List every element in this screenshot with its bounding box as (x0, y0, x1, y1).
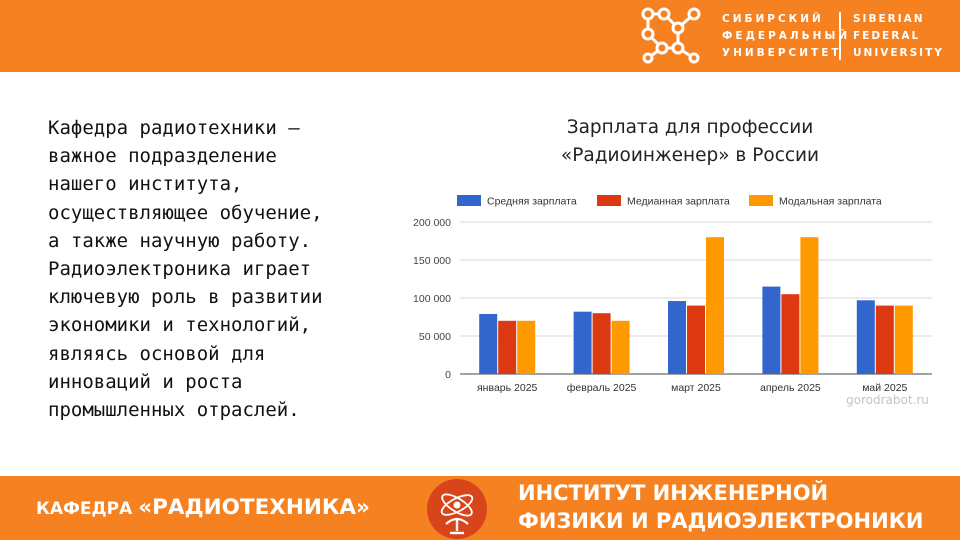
bar (479, 313, 498, 374)
radio-antenna-emblem-icon (427, 479, 487, 539)
university-divider (839, 12, 841, 60)
y-tick-label: 100 000 (413, 293, 451, 305)
university-ru-line: СИБИРСКИЙ (722, 13, 824, 25)
y-tick-label: 0 (445, 369, 451, 381)
x-tick-label: май 2025 (862, 382, 907, 394)
bar (573, 311, 592, 374)
header-band: СИБИРСКИЙ ФЕДЕРАЛЬНЫЙ УНИВЕРСИТЕТ SIBERI… (0, 0, 960, 72)
legend-label: Медианная зарплата (627, 196, 730, 208)
institute-name: ИНСТИТУТ ИНЖЕНЕРНОЙ ФИЗИКИ И РАДИОЭЛЕКТР… (518, 481, 924, 533)
bar (592, 313, 611, 374)
chart-title: Зарплата для профессии «Радиоинженер» в … (560, 117, 820, 166)
x-tick-label: апрель 2025 (760, 382, 821, 394)
university-ru-line: УНИВЕРСИТЕТ (722, 47, 842, 59)
x-tick-label: январь 2025 (477, 382, 538, 394)
bar (498, 320, 517, 374)
molecule-logo-icon (641, 7, 701, 64)
x-tick-label: март 2025 (671, 382, 721, 394)
legend-swatch (749, 195, 773, 206)
department-description: Кафедра радиотехники — важное подразделе… (48, 117, 323, 422)
bar (762, 286, 781, 374)
university-name-en: SIBERIAN FEDERAL UNIVERSITY (853, 11, 944, 62)
y-tick-label: 50 000 (419, 331, 451, 343)
bar (856, 300, 875, 374)
bar (875, 305, 894, 374)
y-tick-label: 200 000 (413, 217, 451, 229)
bar (517, 320, 536, 374)
university-en-line: FEDERAL (853, 30, 921, 42)
legend-swatch (457, 195, 481, 206)
bar (668, 301, 686, 374)
bar (894, 305, 913, 374)
legend-swatch (597, 195, 621, 206)
salary-bar-chart: 0 50 000 100 000 150 000 200 000 январь 2025 ф… (413, 195, 932, 394)
x-tick-label: февраль 2025 (567, 382, 637, 394)
university-name-ru: СИБИРСКИЙ ФЕДЕРАЛЬНЫЙ УНИВЕРСИТЕТ (722, 11, 850, 62)
university-en-line: SIBERIAN (853, 13, 925, 25)
department-prefix: КАФЕДРА (36, 499, 139, 519)
bar (706, 237, 724, 374)
department-label: КАФЕДРА «РАДИОТЕХНИКА» (36, 494, 370, 523)
department-name: «РАДИОТЕХНИКА» (138, 495, 370, 520)
source-watermark: gorodrabot.ru (846, 393, 929, 407)
legend-label: Средняя зарплата (487, 196, 577, 208)
bar (781, 294, 800, 374)
legend-label: Модальная зарплата (779, 196, 882, 208)
university-ru-line: ФЕДЕРАЛЬНЫЙ (722, 30, 851, 42)
university-en-line: UNIVERSITY (853, 47, 944, 59)
y-tick-label: 150 000 (413, 255, 451, 267)
bar (611, 320, 630, 374)
bar (687, 305, 705, 374)
bar (800, 237, 819, 374)
